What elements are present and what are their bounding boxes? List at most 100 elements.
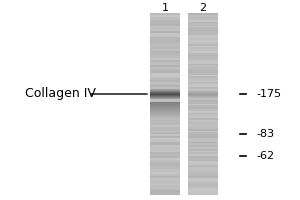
Bar — [188, 53, 218, 55]
Bar — [188, 183, 218, 185]
Bar — [150, 96, 180, 97]
Bar — [188, 151, 218, 153]
Bar — [188, 154, 218, 156]
Bar — [188, 104, 218, 106]
Bar — [150, 38, 180, 41]
Bar — [150, 105, 180, 108]
Bar — [188, 93, 218, 94]
Bar — [150, 78, 180, 80]
Bar — [188, 107, 218, 109]
Bar — [150, 178, 180, 180]
Bar — [150, 108, 180, 109]
Bar — [188, 98, 218, 100]
Text: 1: 1 — [161, 3, 169, 13]
Bar — [150, 27, 180, 30]
Bar — [188, 71, 218, 73]
Bar — [150, 138, 180, 140]
Bar — [188, 75, 218, 77]
Bar — [188, 185, 218, 187]
Bar — [150, 119, 180, 120]
Bar — [188, 46, 218, 48]
Bar — [188, 78, 218, 80]
Bar — [150, 15, 180, 17]
Bar — [150, 40, 180, 42]
Bar — [188, 93, 218, 94]
Bar — [188, 38, 218, 41]
Bar — [150, 49, 180, 52]
Bar — [188, 96, 218, 99]
Bar — [150, 53, 180, 55]
Bar — [188, 85, 218, 88]
Bar — [188, 172, 218, 175]
Bar — [150, 102, 180, 104]
Bar — [188, 90, 218, 91]
Bar — [188, 102, 218, 104]
Bar — [188, 158, 218, 160]
Bar — [188, 51, 218, 53]
Bar — [188, 96, 218, 97]
Bar — [188, 167, 218, 169]
Bar — [188, 163, 218, 166]
Bar — [150, 107, 180, 109]
Bar — [188, 94, 218, 95]
Text: 2: 2 — [199, 3, 206, 13]
Bar — [188, 127, 218, 129]
Bar — [150, 192, 180, 194]
Bar — [150, 26, 180, 28]
Bar — [150, 113, 180, 114]
Bar — [188, 176, 218, 178]
Bar — [188, 136, 218, 138]
Bar — [150, 163, 180, 166]
Bar — [188, 116, 218, 118]
Bar — [150, 13, 180, 15]
Bar — [188, 122, 218, 124]
Bar — [150, 98, 180, 99]
Bar — [150, 100, 180, 102]
Bar — [150, 172, 180, 175]
Bar — [150, 111, 180, 112]
Bar — [188, 93, 218, 95]
Bar — [150, 29, 180, 32]
Bar — [188, 26, 218, 28]
Text: -62: -62 — [256, 151, 274, 161]
Bar — [150, 149, 180, 151]
Bar — [188, 29, 218, 32]
Bar — [188, 189, 218, 191]
Bar — [188, 65, 218, 68]
Bar — [188, 90, 218, 91]
Bar — [188, 17, 218, 19]
Bar — [150, 82, 180, 84]
Bar — [150, 113, 180, 114]
Bar — [188, 40, 218, 42]
Bar — [150, 73, 180, 75]
Bar — [150, 152, 180, 155]
Bar — [150, 183, 180, 185]
Bar — [150, 95, 180, 96]
Bar — [150, 51, 180, 53]
Bar — [188, 147, 218, 149]
Bar — [188, 181, 218, 184]
Bar — [150, 64, 180, 66]
Bar — [188, 60, 218, 62]
Bar — [188, 13, 218, 15]
Text: -175: -175 — [256, 89, 281, 99]
Bar — [150, 113, 180, 115]
Bar — [188, 132, 218, 135]
Bar — [150, 169, 180, 171]
Bar — [150, 127, 180, 129]
Bar — [150, 93, 180, 94]
Bar — [150, 104, 180, 105]
Bar — [150, 123, 180, 126]
Bar — [188, 98, 218, 99]
Bar — [150, 134, 180, 137]
Bar — [150, 112, 180, 113]
Bar — [150, 131, 180, 133]
Bar — [150, 92, 180, 93]
Bar — [150, 31, 180, 33]
Text: -83: -83 — [256, 129, 274, 139]
Bar — [188, 91, 218, 92]
Bar — [188, 67, 218, 70]
Bar — [188, 91, 218, 92]
Bar — [150, 95, 180, 96]
Bar — [188, 145, 218, 147]
